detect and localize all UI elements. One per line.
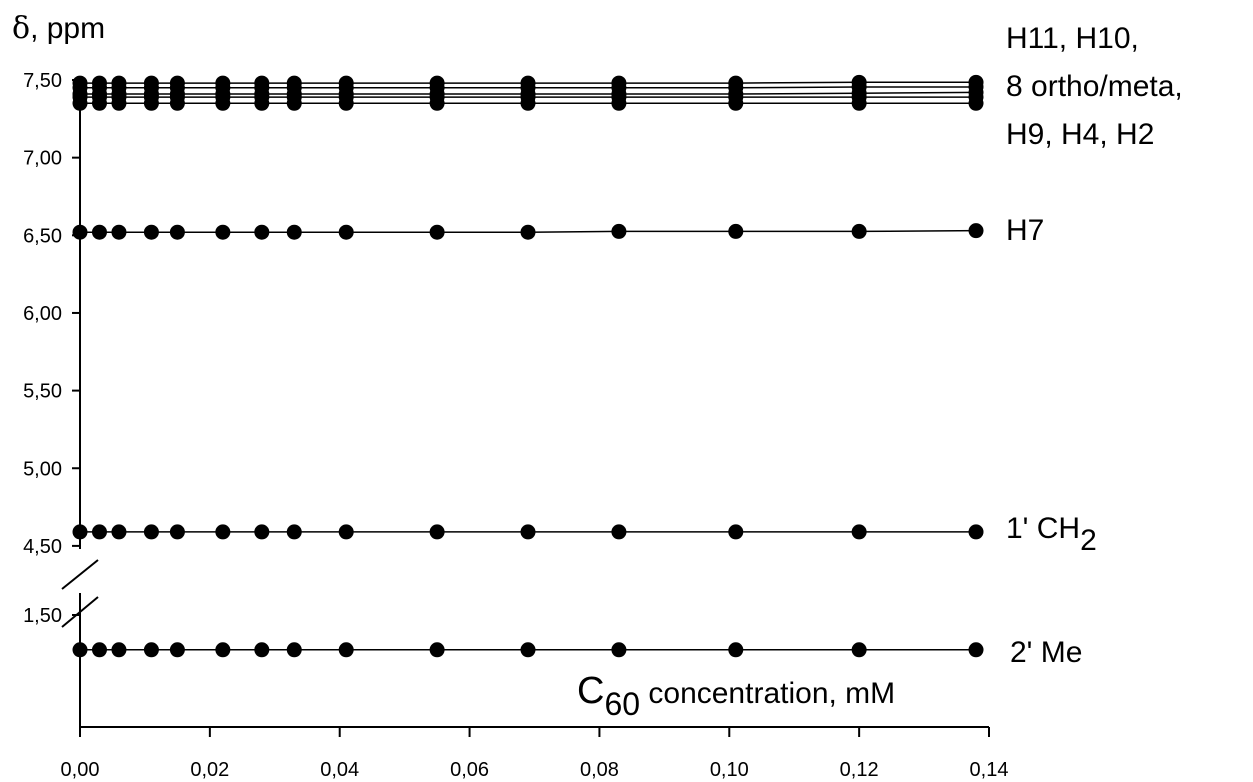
data-point <box>429 224 445 240</box>
series-8 <box>72 642 984 658</box>
data-point <box>611 524 627 540</box>
data-point <box>91 95 107 111</box>
data-point <box>91 224 107 240</box>
data-point <box>215 95 231 111</box>
series <box>72 74 984 658</box>
data-point <box>111 95 127 111</box>
data-point <box>851 524 867 540</box>
data-point <box>338 642 354 658</box>
x-axis-title: C60 concentration, mM <box>577 670 895 722</box>
data-point <box>611 642 627 658</box>
y-tick-label: 6,00 <box>23 303 62 325</box>
y-tick-label: 6,50 <box>23 225 62 247</box>
data-point <box>286 642 302 658</box>
x-tick-label: 0,06 <box>450 759 489 781</box>
x-tick-label: 0,14 <box>970 759 1009 781</box>
data-point <box>72 524 88 540</box>
annotation-h9-h4-h2: H9, H4, H2 <box>1006 118 1154 151</box>
data-point <box>520 224 536 240</box>
data-point <box>968 524 984 540</box>
data-point <box>143 524 159 540</box>
x-tick-label: 0,12 <box>840 759 879 781</box>
data-point <box>169 95 185 111</box>
data-point <box>968 95 984 111</box>
data-point <box>143 224 159 240</box>
data-point <box>215 642 231 658</box>
data-point <box>728 642 744 658</box>
data-point <box>968 642 984 658</box>
series-5 <box>72 95 984 111</box>
y-tick-label: 7,00 <box>23 148 62 170</box>
data-point <box>91 524 107 540</box>
annotation-me: 2' Me <box>1010 636 1082 669</box>
data-point <box>851 95 867 111</box>
annotation-ortho-meta: 8 ortho/meta, <box>1006 70 1183 103</box>
y-tick-label: 7,50 <box>23 70 62 92</box>
axis-break-mark-upper <box>61 559 99 590</box>
axes <box>61 80 989 728</box>
annotation-h7: H7 <box>1006 214 1044 247</box>
series-7 <box>72 524 984 540</box>
y-axis-title: δ, ppm <box>12 11 105 46</box>
data-point <box>520 524 536 540</box>
y-tick-label: 5,50 <box>23 381 62 403</box>
x-tick-label: 0,04 <box>320 759 359 781</box>
data-point <box>520 95 536 111</box>
data-point <box>254 95 270 111</box>
data-point <box>111 524 127 540</box>
data-point <box>429 95 445 111</box>
data-point <box>429 642 445 658</box>
x-tick-label: 0,08 <box>580 759 619 781</box>
data-point <box>429 524 445 540</box>
data-point <box>91 642 107 658</box>
data-point <box>611 95 627 111</box>
data-point <box>286 524 302 540</box>
data-point <box>143 642 159 658</box>
data-point <box>169 524 185 540</box>
x-tick-label: 0,10 <box>710 759 749 781</box>
y-tick-label: 5,00 <box>23 458 62 480</box>
data-point <box>111 642 127 658</box>
data-point <box>169 224 185 240</box>
y-tick-label: 4,50 <box>23 536 62 558</box>
data-point <box>72 642 88 658</box>
axis-break-mark-lower <box>61 596 99 628</box>
data-point <box>851 642 867 658</box>
data-point <box>520 642 536 658</box>
data-point <box>338 224 354 240</box>
data-point <box>286 224 302 240</box>
data-point <box>338 524 354 540</box>
data-point <box>143 95 159 111</box>
data-point <box>215 224 231 240</box>
data-point <box>72 95 88 111</box>
annotation-ch2: 1' CH2 <box>1006 512 1097 557</box>
data-point <box>254 224 270 240</box>
data-point <box>851 223 867 239</box>
data-point <box>728 95 744 111</box>
x-tick-label: 0,02 <box>190 759 229 781</box>
data-point <box>72 224 88 240</box>
data-point <box>728 223 744 239</box>
data-point <box>286 95 302 111</box>
data-point <box>968 223 984 239</box>
data-point <box>611 223 627 239</box>
data-point <box>728 524 744 540</box>
series-6 <box>72 223 984 240</box>
data-point <box>254 642 270 658</box>
data-point <box>338 95 354 111</box>
data-point <box>169 642 185 658</box>
x-tick-label: 0,00 <box>61 759 100 781</box>
data-point <box>111 224 127 240</box>
annotation-h11-h10: H11, H10, <box>1006 22 1139 55</box>
data-point <box>254 524 270 540</box>
y-tick-label: 1,50 <box>23 605 62 627</box>
data-point <box>215 524 231 540</box>
ticks: 0,00 0,02 0,04 0,06 0,08 0,10 0,12 0,14 7,50 7,00… <box>23 70 1008 781</box>
